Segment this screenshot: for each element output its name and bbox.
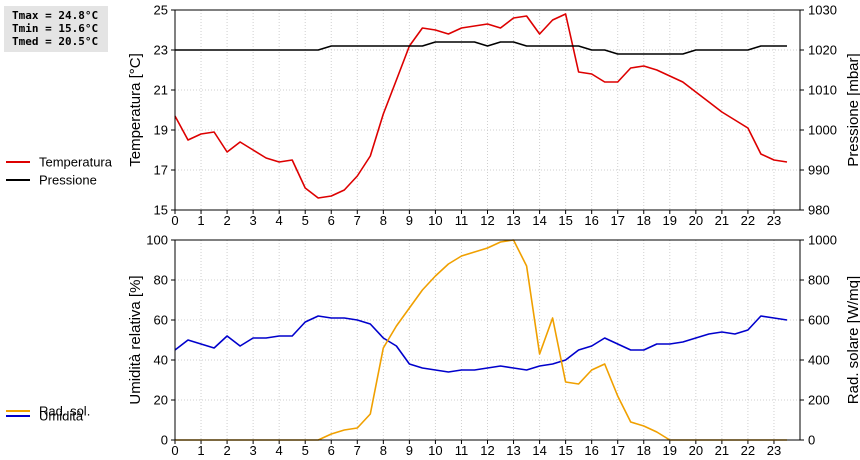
panel2-xtick-label: 9: [406, 443, 413, 458]
panel1-xtick-label: 22: [741, 213, 755, 228]
panel1-xtick-label: 8: [380, 213, 387, 228]
panel1-xtick-label: 4: [276, 213, 283, 228]
panel2-y2label: Rad. solare [W/mq]: [845, 276, 860, 404]
panel2-xtick-label: 7: [354, 443, 361, 458]
panel1-y2tick-label: 1000: [808, 123, 837, 138]
panel2-ytick-label: 100: [146, 233, 168, 248]
panel2-ylabel: Umidità relativa [%]: [127, 275, 144, 404]
panel2-xtick-label: 3: [250, 443, 257, 458]
panel1-xtick-label: 2: [223, 213, 230, 228]
panel2-legend-label-1: Umidità: [39, 409, 84, 424]
panel1-xtick-label: 17: [610, 213, 624, 228]
panel1-xtick-label: 7: [354, 213, 361, 228]
panel1-xtick-label: 23: [767, 213, 781, 228]
panel1-xtick-label: 9: [406, 213, 413, 228]
panel2-xtick-label: 16: [584, 443, 598, 458]
panel1-xtick-label: 14: [532, 213, 546, 228]
panel1-series-2-line: [175, 41, 787, 55]
panel1-xtick-label: 21: [715, 213, 729, 228]
panel1-ytick-label: 15: [154, 203, 168, 218]
panel1-ytick-label: 17: [154, 163, 168, 178]
panel2-xtick-label: 5: [302, 443, 309, 458]
panel2-xtick-label: 15: [558, 443, 572, 458]
panel2-series-2-line: [175, 239, 787, 441]
panel2-xtick-label: 22: [741, 443, 755, 458]
panel2-series-1-line: [174, 315, 788, 373]
panel1-xtick-label: 13: [506, 213, 520, 228]
panel2-xtick-label: 13: [506, 443, 520, 458]
panel1-xtick-label: 12: [480, 213, 494, 228]
panel2-ytick-label: 80: [154, 273, 168, 288]
panel2-ytick-label: 20: [154, 393, 168, 408]
stat-tmax: Tmax = 24.8°C: [12, 9, 99, 22]
panel1-ytick-label: 25: [154, 3, 168, 18]
panel2-y2tick-label: 600: [808, 313, 830, 328]
panel2-y2tick-label: 800: [808, 273, 830, 288]
panel2-xtick-label: 21: [715, 443, 729, 458]
panel2-xtick-label: 11: [455, 443, 469, 458]
panel1-y2label: Pressione [mbar]: [845, 53, 860, 166]
panel1-ylabel: Temperatura [°C]: [127, 53, 144, 167]
panel1-xtick-label: 5: [302, 213, 309, 228]
panel2-xtick-label: 20: [689, 443, 703, 458]
panel1-xtick-label: 10: [428, 213, 442, 228]
panel1-ytick-label: 23: [154, 43, 168, 58]
panel2-y2tick-label: 0: [808, 433, 815, 448]
panel2-plot-frame: [174, 239, 801, 441]
stat-tmin: Tmin = 15.6°C: [12, 22, 99, 35]
panel2-y2tick-label: 1000: [808, 233, 837, 248]
panel1-xtick-label: 19: [663, 213, 677, 228]
panel2-xtick-label: 17: [610, 443, 624, 458]
panel2-xtick-label: 12: [480, 443, 494, 458]
panel1-plot-frame: [174, 9, 801, 211]
panel1-xtick-label: 16: [584, 213, 598, 228]
panel1-ytick-label: 19: [154, 123, 168, 138]
panel1-xtick-label: 3: [250, 213, 257, 228]
panel2-ytick-label: 0: [161, 433, 168, 448]
panel1-xtick-label: 0: [171, 213, 178, 228]
panel1-ytick-label: 21: [154, 83, 168, 98]
panel2-xtick-label: 6: [328, 443, 335, 458]
panel2-xtick-label: 1: [197, 443, 204, 458]
panel2-xtick-label: 18: [637, 443, 651, 458]
panel2-ytick-label: 60: [154, 313, 168, 328]
panel1-xtick-label: 18: [637, 213, 651, 228]
panel2-xtick-label: 23: [767, 443, 781, 458]
panel2-xtick-label: 8: [380, 443, 387, 458]
panel2-xtick-label: 4: [276, 443, 283, 458]
panel1-xtick-label: 15: [558, 213, 572, 228]
panel2-xtick-label: 19: [663, 443, 677, 458]
panel2-xtick-label: 2: [223, 443, 230, 458]
panel2-legend-label-2: Rad. sol.: [39, 404, 90, 419]
stats-box: Tmax = 24.8°C Tmin = 15.6°C Tmed = 20.5°…: [4, 6, 108, 52]
panel1-legend-label-2: Pressione: [39, 173, 97, 188]
panel2-y2tick-label: 200: [808, 393, 830, 408]
panel1-y2tick-label: 1030: [808, 3, 837, 18]
panel1-series-1-line: [174, 13, 788, 199]
panel1-xtick-label: 20: [689, 213, 703, 228]
panel2-xtick-label: 10: [428, 443, 442, 458]
panel2-y2tick-label: 400: [808, 353, 830, 368]
panel1-y2tick-label: 990: [808, 163, 830, 178]
panel1-legend-label-1: Temperatura: [39, 155, 113, 170]
panel2-xtick-label: 0: [171, 443, 178, 458]
panel2-xtick-label: 14: [532, 443, 546, 458]
panel1-y2tick-label: 1020: [808, 43, 837, 58]
panel1-y2tick-label: 1010: [808, 83, 837, 98]
panel2-ytick-label: 40: [154, 353, 168, 368]
panel1-xtick-label: 6: [328, 213, 335, 228]
panel1-xtick-label: 11: [455, 213, 469, 228]
stat-tmed: Tmed = 20.5°C: [12, 35, 99, 48]
panel1-y2tick-label: 980: [808, 203, 830, 218]
panel1-xtick-label: 1: [197, 213, 204, 228]
